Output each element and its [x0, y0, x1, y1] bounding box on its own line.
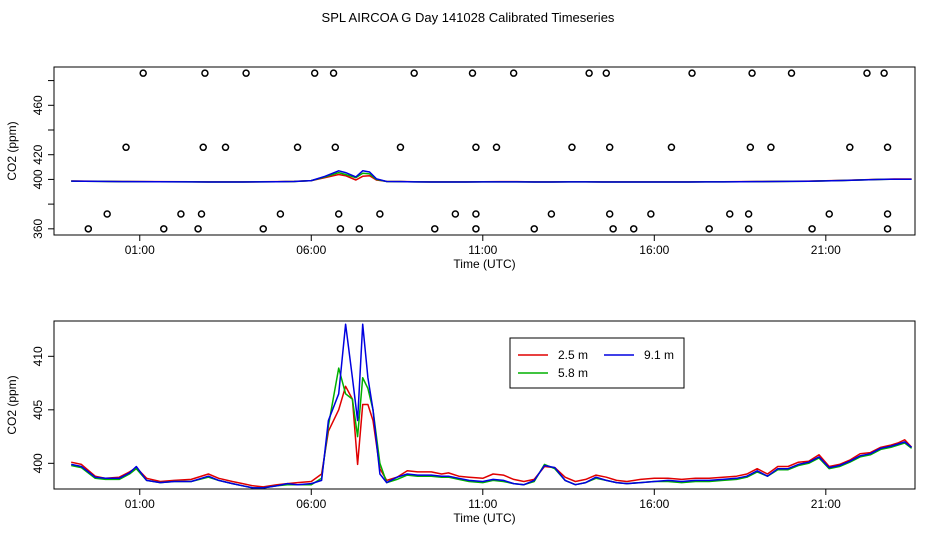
y-axis-label: CO2 (ppm)	[5, 375, 19, 434]
data-point	[472, 210, 480, 218]
legend-box	[509, 337, 685, 389]
data-point	[825, 210, 833, 218]
data-point	[547, 210, 556, 218]
data-point	[472, 225, 480, 233]
series-line-9-1-m	[71, 323, 913, 489]
series-line-5-8-m	[71, 367, 913, 489]
data-point	[194, 225, 202, 233]
data-point	[748, 69, 756, 77]
data-point	[197, 210, 206, 218]
data-point	[122, 143, 130, 152]
data-point	[863, 69, 871, 77]
legend-label: 9.1 m	[644, 348, 674, 362]
data-point	[585, 69, 593, 77]
data-point	[726, 210, 734, 218]
data-point	[410, 69, 418, 77]
data-layer	[71, 323, 913, 489]
data-point	[609, 225, 617, 233]
plot-frame	[53, 66, 916, 236]
x-tick-label: 06:00	[296, 497, 326, 511]
data-point	[530, 225, 538, 233]
data-point	[880, 69, 888, 77]
data-point	[883, 143, 892, 152]
series-line-9-1-m	[71, 170, 912, 183]
data-point	[396, 143, 405, 152]
data-point	[787, 69, 796, 77]
y-tick-label: 460	[31, 95, 45, 115]
data-point	[468, 69, 477, 77]
data-point	[744, 210, 753, 218]
x-tick-label: 11:00	[468, 497, 497, 511]
data-point	[276, 210, 285, 218]
x-tick-label: 01:00	[125, 243, 155, 257]
data-point	[688, 69, 696, 77]
data-point	[160, 225, 168, 233]
x-tick-label: 16:00	[639, 497, 669, 511]
data-point	[472, 143, 480, 152]
x-axis-label: Time (UTC)	[453, 257, 515, 271]
data-point	[221, 143, 230, 152]
plot-frame	[53, 320, 916, 490]
top-panel: 01:00 06:00 11:00 16:00 21:00 360 400 420 460 Tim…	[5, 66, 916, 271]
x-tick-label: 06:00	[296, 243, 326, 257]
data-point	[199, 143, 207, 152]
x-tick-label: 21:00	[811, 497, 841, 511]
legend-label: 5.8 m	[558, 366, 588, 380]
x-tick-label: 01:00	[125, 497, 155, 511]
figure-title: SPL AIRCOA G Day 141028 Calibrated Times…	[322, 10, 615, 25]
x-tick-label: 16:00	[639, 243, 669, 257]
data-point	[310, 69, 319, 77]
data-point	[492, 143, 501, 152]
data-point	[259, 225, 267, 233]
data-point	[602, 69, 611, 77]
data-point	[336, 225, 345, 233]
data-point	[334, 210, 343, 218]
data-point	[355, 225, 364, 233]
data-point	[84, 225, 93, 233]
data-point	[293, 143, 302, 152]
x-tick-label: 11:00	[468, 243, 497, 257]
data-point	[744, 225, 753, 233]
data-point	[177, 210, 185, 218]
data-point	[605, 143, 614, 152]
data-point	[376, 210, 384, 218]
y-tick-label: 400	[31, 453, 45, 473]
data-point	[605, 210, 614, 218]
data-layer	[71, 69, 912, 233]
x-tick-label: 21:00	[811, 243, 841, 257]
data-point	[667, 143, 676, 152]
data-point	[103, 210, 111, 218]
data-point	[808, 225, 816, 233]
bottom-panel: 01:00 06:00 11:00 16:00 21:00 400 405 410 Time (…	[5, 320, 916, 525]
y-tick-label: 420	[31, 144, 45, 164]
y-tick-label: 360	[31, 218, 45, 238]
data-point	[329, 69, 338, 77]
data-point	[242, 69, 250, 77]
data-point	[883, 225, 892, 233]
y-axis-label: CO2 (ppm)	[5, 121, 19, 180]
data-point	[846, 143, 854, 152]
data-point	[568, 143, 576, 152]
data-point	[509, 69, 518, 77]
data-point	[883, 210, 892, 218]
data-point	[629, 225, 638, 233]
data-point	[705, 225, 713, 233]
data-point	[331, 143, 340, 152]
data-point	[431, 225, 439, 233]
y-tick-label: 400	[31, 169, 45, 189]
series-line-2-5-m	[71, 385, 913, 488]
data-point	[746, 143, 755, 152]
y-tick-label: 405	[31, 399, 45, 419]
x-axis-label: Time (UTC)	[453, 511, 515, 525]
data-point	[201, 69, 209, 77]
data-point	[139, 69, 147, 77]
data-point	[647, 210, 655, 218]
legend-label: 2.5 m	[558, 348, 588, 362]
data-point	[451, 210, 460, 218]
y-tick-label: 410	[31, 346, 45, 366]
data-point	[767, 143, 775, 152]
